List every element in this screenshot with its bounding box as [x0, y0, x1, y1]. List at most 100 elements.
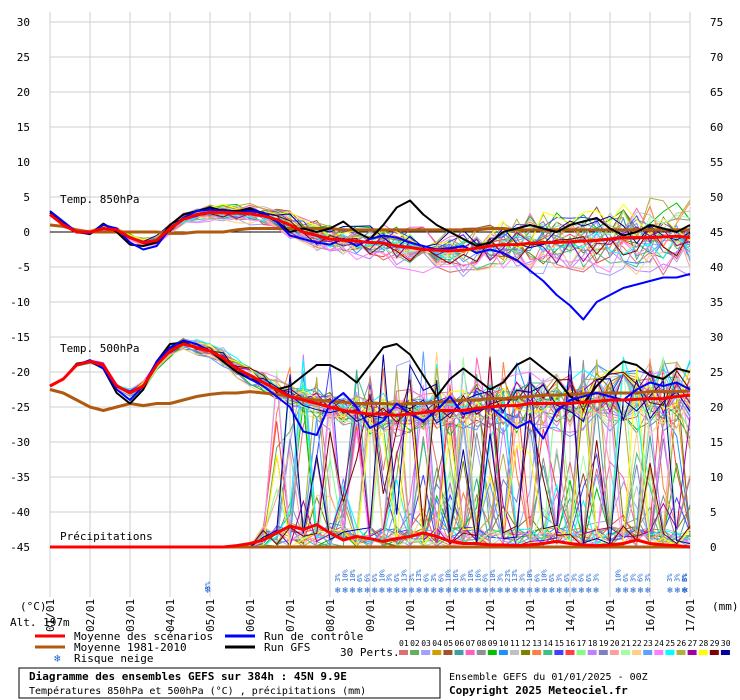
snow-percent: 3%: [204, 581, 212, 590]
right-tick-label: 20: [710, 401, 723, 414]
snow-icon: ❄: [468, 586, 474, 596]
mean-t500-line: [49, 342, 691, 417]
x-tick-label: 17/01: [684, 599, 697, 632]
x-tick-label: 15/01: [604, 599, 617, 632]
t500-panel-label: Temp. 500hPa: [60, 342, 139, 355]
right-tick-label: 40: [710, 261, 723, 274]
member-legend-swatch: [510, 650, 519, 655]
snow-icon: ❄: [534, 586, 540, 596]
snow-icon: ❄: [571, 586, 577, 596]
altitude-label: Alt. 197m: [10, 616, 70, 629]
snow-percent: 3%: [555, 573, 563, 582]
snow-percent: 6%: [563, 573, 571, 582]
snow-icon: ❄: [527, 586, 533, 596]
legend-snow-label: Risque neige: [74, 652, 153, 665]
snow-icon: ❄: [542, 586, 548, 596]
snow-percent: 10%: [467, 569, 475, 582]
left-tick-label: -45: [10, 541, 30, 554]
member-legend-swatch: [609, 650, 619, 655]
member-legend-label: 11: [510, 639, 520, 648]
control-t500-line: [49, 339, 691, 440]
snow-icon: ❄: [682, 586, 688, 596]
member-legend-swatch: [543, 650, 553, 655]
member-legend: 01 02 03 04 05 06 07 08 09 10 11 12 13 14 15 16 17 18 19 20…: [399, 639, 731, 655]
clim-t500-line: [49, 388, 691, 412]
member-legend-label: 04: [432, 639, 442, 648]
member-legend-swatch: [587, 650, 597, 655]
right-tick-label: 0: [710, 541, 717, 554]
run-info: Ensemble GEFS du 01/01/2025 - 00Z: [449, 672, 648, 683]
left-tick-label: 15: [17, 121, 30, 134]
left-tick-label: -35: [10, 471, 30, 484]
snow-icon: ❄: [335, 586, 341, 596]
snow-percent: 3%: [460, 573, 468, 582]
t850-panel-label: Temp. 850hPa: [60, 193, 139, 206]
x-tick-label: 06/01: [244, 599, 257, 632]
right-tick-label: 5: [710, 506, 717, 519]
snow-icon: ❄: [593, 586, 599, 596]
snow-percent: 6%: [578, 573, 586, 582]
right-tick-label: 70: [710, 51, 723, 64]
snow-icon: ❄: [416, 586, 422, 596]
snow-icon: ❄: [682, 586, 688, 596]
x-tick-label: 12/01: [484, 599, 497, 632]
mean-t850-line: [49, 210, 691, 253]
member-legend-label: 26: [677, 639, 687, 648]
member-legend-label: 13: [532, 639, 542, 648]
left-tick-label: -25: [10, 401, 30, 414]
x-tick-label: 04/01: [164, 599, 177, 632]
member-legend-swatch: [632, 650, 642, 655]
legend-perts-label: 30 Perts.: [340, 646, 400, 659]
left-tick-label: 30: [17, 16, 30, 29]
member-legend-label: 28: [699, 639, 709, 648]
snow-percent: 3%: [629, 573, 637, 582]
right-tick-label: 10: [710, 471, 723, 484]
snow-icon: ❄: [394, 586, 400, 596]
left-tick-label: 20: [17, 86, 30, 99]
snow-percent: 23%: [504, 569, 512, 582]
clim-t850-line: [49, 223, 690, 235]
member-legend-swatch: [698, 650, 708, 655]
legend-clim-label: Moyenne 1981-2010: [74, 641, 187, 654]
snow-icon: ❄: [623, 586, 629, 596]
legend-control-label: Run de contrôle: [264, 630, 363, 643]
right-tick-label: 30: [710, 331, 723, 344]
member-legend-label: 27: [688, 639, 698, 648]
snow-icon: ❄: [556, 586, 562, 596]
snow-icon: ❄: [497, 586, 503, 596]
member-legend-swatch: [720, 650, 730, 655]
member-legend-label: 03: [421, 639, 431, 648]
snow-percent: 6%: [533, 573, 541, 582]
snow-percent: 13%: [400, 569, 408, 582]
snow-percent: 6%: [637, 573, 645, 582]
member-legend-label: 07: [466, 639, 476, 648]
member-legend-label: 18: [588, 639, 598, 648]
snow-percent: 6%: [371, 573, 379, 582]
right-tick-label: 65: [710, 86, 723, 99]
snow-percent: 6%: [548, 573, 556, 582]
snow-icon: ❄: [372, 586, 378, 596]
x-tick-label: 11/01: [444, 599, 457, 632]
snow-percent: 16%: [452, 569, 460, 582]
snow-icon: ❄: [453, 586, 459, 596]
x-tick-label: 14/01: [564, 599, 577, 632]
snow-percent: 6%: [622, 573, 630, 582]
member-legend-label: 17: [577, 639, 587, 648]
member-legend-swatch: [498, 650, 508, 655]
x-axis: 01/01 02/01 03/01 04/01 05/01 06/01 07/01 08/01…: [44, 599, 697, 632]
member-legend-swatch: [465, 650, 475, 655]
member-legend-label: 24: [654, 639, 664, 648]
snow-icon: ❄: [645, 586, 651, 596]
snow-icon: ❄: [446, 586, 452, 596]
member-legend-label: 06: [455, 639, 465, 648]
member-legend-swatch: [598, 650, 608, 655]
member-legend-label: 19: [599, 639, 609, 648]
left-tick-label: -40: [10, 506, 30, 519]
left-tick-label: 25: [17, 51, 30, 64]
member-legend-swatch: [665, 650, 675, 655]
snow-icon: ❄: [357, 586, 363, 596]
snow-percent: 3%: [674, 573, 682, 582]
snow-percent: 10%: [615, 569, 623, 582]
snow-icon: ❄: [520, 586, 526, 596]
